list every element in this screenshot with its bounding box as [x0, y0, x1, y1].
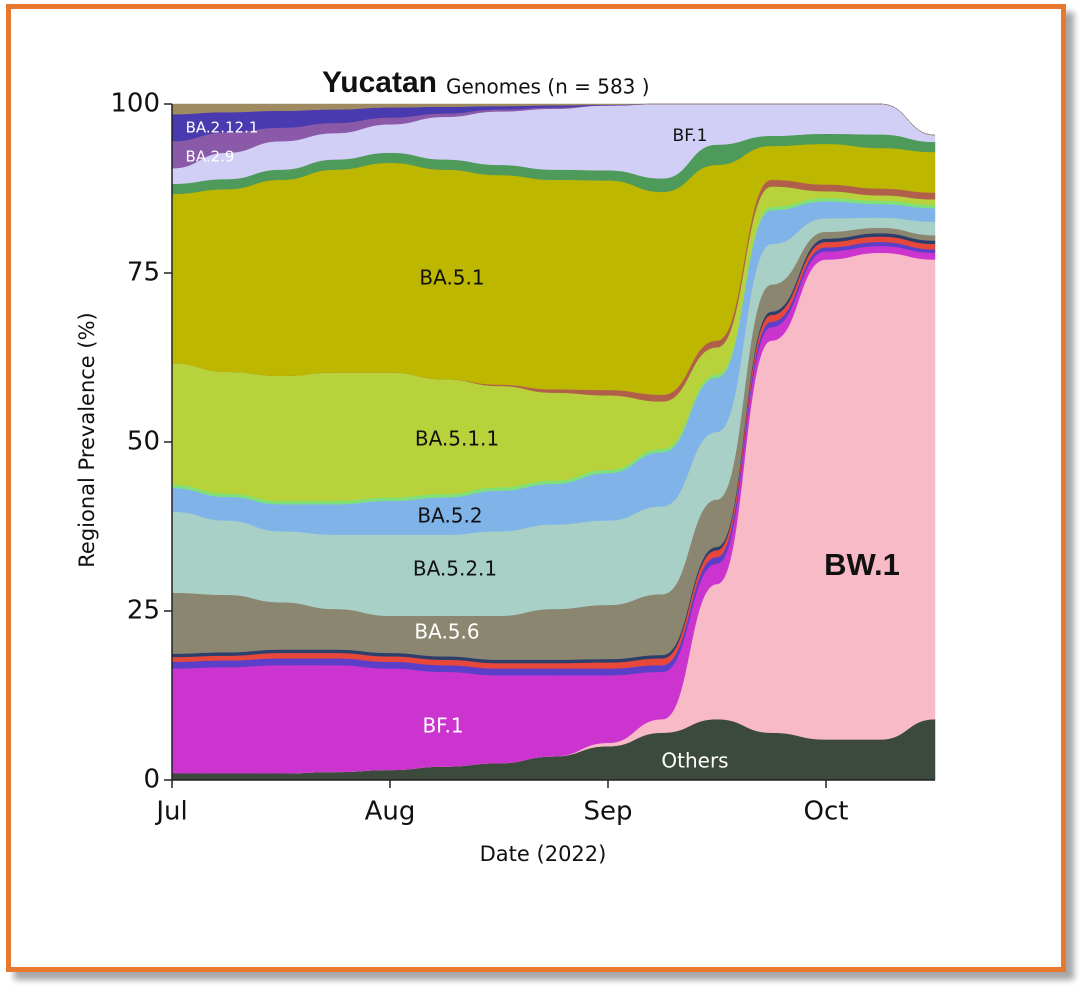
y-tick-label: 100 [110, 89, 160, 119]
series-label: BA.5.2.1 [413, 557, 497, 581]
area [171, 103, 936, 136]
x-axis-label: Date (2022) [480, 842, 607, 866]
y-tick-label: 50 [127, 427, 160, 457]
series-label: BA.2.9 [186, 148, 235, 166]
x-tick-label: Aug [365, 797, 416, 827]
areas [171, 103, 936, 781]
series-label: BA.5.6 [414, 620, 479, 644]
y-tick-label: 75 [127, 258, 160, 288]
series-label: BA.5.1.1 [415, 427, 499, 451]
series-label: Others [661, 749, 728, 773]
series-label: BA.2.12.1 [186, 119, 259, 137]
x-tick-label: Jul [154, 797, 187, 827]
y-tick-label: 0 [143, 765, 160, 795]
x-tick-label: Sep [583, 797, 632, 827]
series-label: BA.5.2 [417, 504, 482, 528]
y-axis-label: Regional Prevalence (%) [75, 312, 99, 568]
x-tick-label: Oct [804, 797, 849, 827]
series-label: BF.1 [422, 714, 463, 738]
chart-title: Yucatan [322, 66, 437, 99]
chart-subtitle: Genomes (n = 583 ) [446, 75, 650, 99]
series-label: BA.5.1 [419, 266, 484, 290]
series-label: BW.1 [824, 547, 900, 582]
series-label: BF.1 [673, 126, 708, 146]
y-tick-label: 25 [127, 596, 160, 626]
